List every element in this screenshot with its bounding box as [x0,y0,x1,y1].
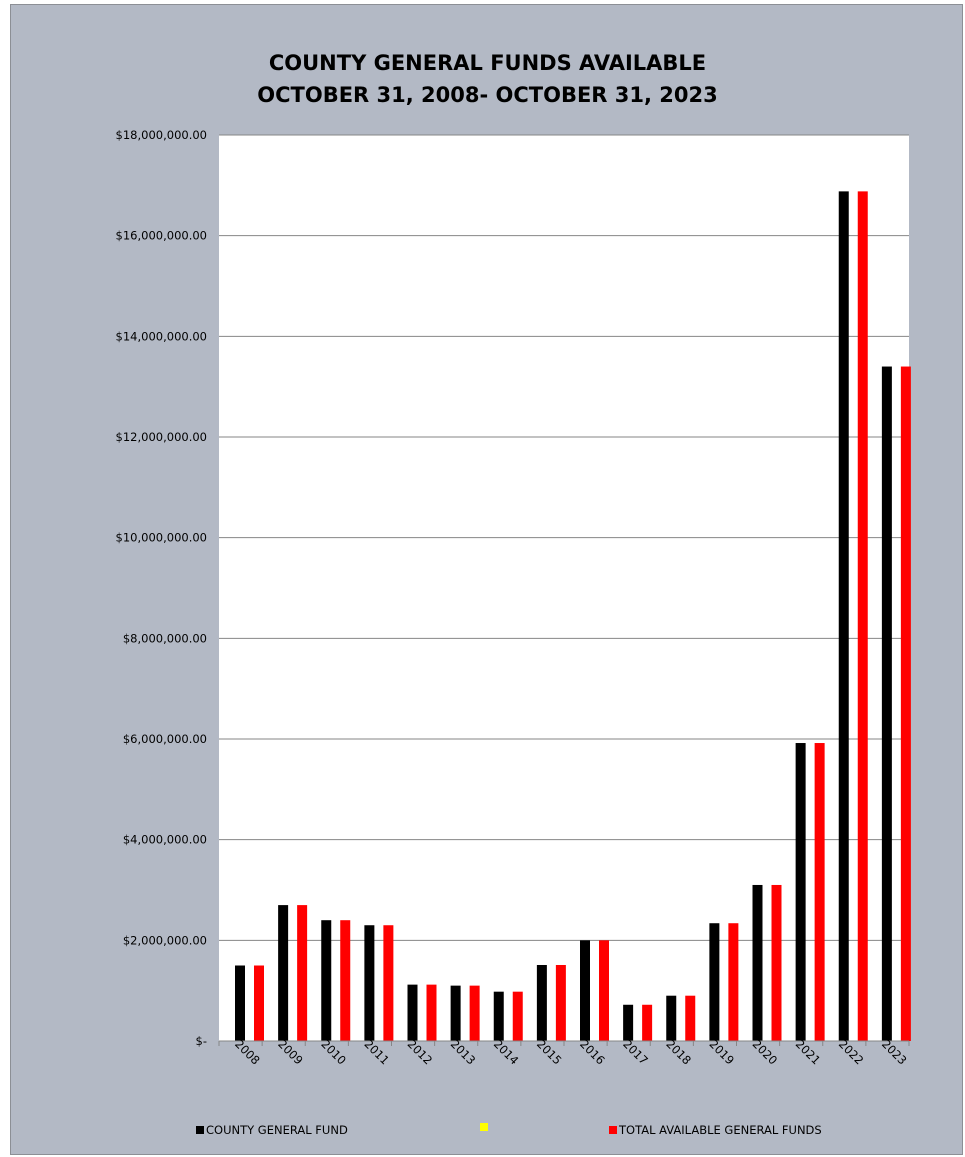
bar-county-general-fund-2011 [364,925,375,1041]
bar-county-general-fund-2022 [838,191,849,1041]
y-tick-label: $2,000,000.00 [123,933,207,947]
y-tick-label: $12,000,000.00 [116,430,207,444]
bar-county-general-fund-2010 [321,920,332,1041]
bar-county-general-fund-2016 [580,940,590,1041]
legend-item-county-general-fund: COUNTY GENERAL FUND [196,1123,348,1137]
bar-total-available-general-funds-2023 [900,366,911,1041]
y-axis-tick-labels: $- $2,000,000.00 $4,000,000.00 $6,000,000.0… [116,128,207,1048]
bar-total-available-general-funds-2010 [340,920,351,1041]
bar-county-general-fund-2013 [450,985,461,1041]
bar-total-available-general-funds-2018 [685,995,696,1041]
legend-swatch-unnamed-series [480,1123,488,1131]
legend-label-county-general-fund: COUNTY GENERAL FUND [206,1123,348,1137]
bar-county-general-fund-2023 [881,366,892,1041]
bar-total-available-general-funds-2020 [771,884,782,1041]
y-tick-label: $6,000,000.00 [123,732,207,746]
bar-county-general-fund-2009 [278,905,289,1041]
legend: COUNTY GENERAL FUND TOTAL AVAILABLE GENE… [11,1123,964,1143]
bar-total-available-general-funds-2009 [297,905,308,1041]
bar-county-general-fund-2014 [493,991,504,1041]
bar-total-available-general-funds-2021 [814,743,825,1041]
plot-area [219,135,909,1041]
legend-item-total-available-general-funds: TOTAL AVAILABLE GENERAL FUNDS [609,1123,822,1137]
legend-swatch-total-available-general-funds [609,1126,617,1134]
chart-title: COUNTY GENERAL FUNDS AVAILABLE OCTOBER 3… [11,47,964,111]
bar-chart: $- $2,000,000.00 $4,000,000.00 $6,000,000.0… [116,128,911,1067]
bar-total-available-general-funds-2015 [555,964,566,1041]
bar-total-available-general-funds-2017 [642,1004,653,1041]
bar-county-general-fund-2017 [623,1004,634,1041]
y-tick-label: $- [196,1034,207,1048]
y-tick-label: $8,000,000.00 [123,631,207,645]
chart-area: COUNTY GENERAL FUNDS AVAILABLE OCTOBER 3… [10,4,963,1155]
bar-county-general-fund-2020 [752,884,763,1041]
bar-county-general-fund-2019 [709,923,720,1041]
bars [235,191,911,1041]
bar-total-available-general-funds-2012 [426,984,437,1041]
y-tick-label: $14,000,000.00 [116,329,207,343]
legend-label-total-available-general-funds: TOTAL AVAILABLE GENERAL FUNDS [619,1123,822,1137]
x-axis-tick-labels: 2008 2009 2010 2011 2012 2013 2014 2015 2016 2017… [218,1037,910,1067]
bar-total-available-general-funds-2013 [469,985,480,1041]
bar-total-available-general-funds-2016 [599,940,609,1041]
bar-total-available-general-funds-2022 [857,191,868,1041]
bar-county-general-fund-2015 [536,964,547,1041]
y-tick-label: $4,000,000.00 [123,833,207,847]
bar-county-general-fund-2012 [407,984,418,1041]
bar-total-available-general-funds-2008 [254,965,264,1041]
y-tick-label: $16,000,000.00 [116,229,207,243]
bar-total-available-general-funds-2019 [728,923,739,1041]
bar-county-general-fund-2008 [235,965,245,1041]
y-tick-label: $10,000,000.00 [116,531,207,545]
bar-total-available-general-funds-2014 [512,991,523,1041]
chart-title-line-1: COUNTY GENERAL FUNDS AVAILABLE [268,51,707,75]
legend-item-unnamed-series [480,1123,490,1131]
y-tick-label: $18,000,000.00 [116,128,207,142]
bar-county-general-fund-2021 [795,743,806,1041]
gridlines [219,134,909,941]
bar-total-available-general-funds-2011 [383,925,394,1041]
bar-county-general-fund-2018 [666,995,677,1041]
legend-swatch-county-general-fund [196,1126,204,1134]
chart-title-line-2: OCTOBER 31, 2008- OCTOBER 31, 2023 [257,83,718,107]
